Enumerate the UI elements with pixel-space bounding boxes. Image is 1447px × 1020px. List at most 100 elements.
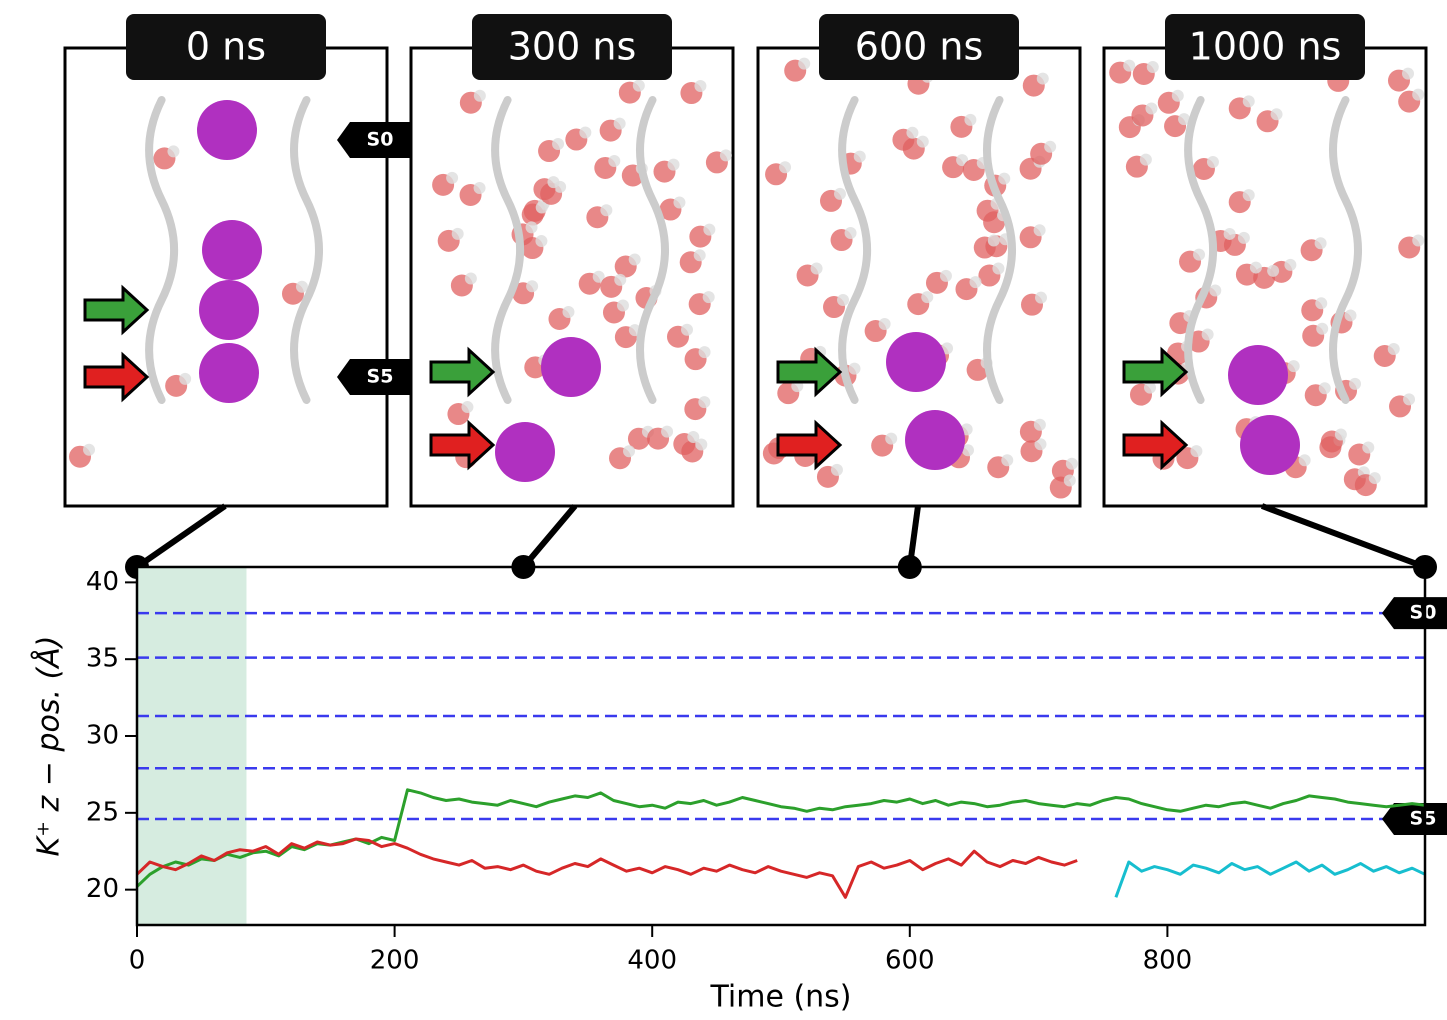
water-h	[1298, 454, 1311, 467]
water-h	[992, 262, 1005, 275]
water-h	[878, 318, 891, 331]
water-h	[1033, 224, 1046, 237]
water-h	[693, 249, 706, 262]
series-line	[1114, 860, 1426, 898]
water-h	[680, 323, 693, 336]
water-h	[167, 145, 180, 158]
arrow	[776, 346, 843, 398]
panel-title: 0 ns	[186, 25, 266, 69]
backbone	[838, 96, 871, 404]
water-h	[833, 187, 846, 200]
molecule	[432, 79, 732, 482]
connector	[521, 504, 578, 569]
water-h	[473, 182, 486, 195]
water-h	[916, 135, 929, 148]
water-h	[1401, 67, 1414, 80]
water-h	[941, 342, 954, 355]
y-axis-label: K⁺ z − pos. (Å)	[31, 635, 67, 856]
x-tick-label: 800	[1143, 946, 1193, 976]
water-h	[526, 280, 539, 293]
water-h	[1001, 454, 1014, 467]
water-h	[1146, 60, 1159, 73]
water-h	[83, 443, 96, 456]
water-h	[1063, 474, 1076, 487]
arrow	[1122, 419, 1189, 471]
backbone	[1184, 96, 1217, 404]
water-h	[1344, 309, 1357, 322]
water-h	[687, 431, 700, 444]
water-h	[961, 444, 974, 457]
water-h	[613, 117, 626, 130]
water-h	[179, 372, 192, 385]
panel-tab	[819, 14, 1019, 80]
water-h	[535, 235, 548, 248]
water-h	[616, 299, 629, 312]
panel-title: 1000 ns	[1189, 25, 1342, 69]
water-h	[667, 158, 680, 171]
water-h	[798, 57, 811, 70]
water-h	[1412, 88, 1425, 101]
water-h	[1270, 108, 1283, 121]
water-h	[1201, 328, 1214, 341]
k-ion	[202, 220, 262, 280]
water-h	[614, 273, 627, 286]
k-ion	[905, 410, 965, 470]
water-h	[1242, 189, 1255, 202]
molecule	[69, 96, 323, 468]
water-h	[969, 276, 982, 289]
x-axis-label: Time (ns)	[709, 980, 851, 1015]
x-tick-label: 200	[370, 946, 420, 976]
water-h	[632, 79, 645, 92]
y-tick-label: 40	[86, 567, 119, 597]
series-line	[135, 837, 1078, 899]
panel-title: 300 ns	[508, 25, 637, 69]
water-h	[592, 270, 605, 283]
water-h	[673, 196, 686, 209]
water-h	[844, 227, 857, 240]
water-h	[1033, 418, 1046, 431]
water-h	[1178, 113, 1191, 126]
k-ion	[199, 343, 259, 403]
water-h	[1362, 441, 1375, 454]
k-ion	[1228, 345, 1288, 405]
water-h	[1034, 438, 1047, 451]
water-h	[779, 161, 792, 174]
arrow	[429, 346, 496, 398]
panel-site-label: S5	[367, 366, 394, 388]
arrow	[83, 284, 150, 336]
water-h	[579, 126, 592, 139]
backbone	[636, 96, 669, 404]
plot: S0 S5 0 200 400 600 800 20 25 30 35 40	[86, 565, 1447, 976]
water-h	[964, 113, 977, 126]
water-h	[921, 291, 934, 304]
water-h	[1034, 291, 1047, 304]
water-h	[1315, 297, 1328, 310]
arrow	[1122, 346, 1189, 398]
water-h	[906, 126, 919, 139]
panel-title: 600 ns	[855, 25, 984, 69]
water-h	[830, 463, 843, 476]
backbone	[1329, 96, 1362, 404]
y-tick-label: 20	[86, 874, 119, 904]
k-ion	[495, 422, 555, 482]
water-h	[525, 221, 538, 234]
water-h	[810, 262, 823, 275]
arrow	[83, 351, 150, 403]
water-h	[1206, 156, 1219, 169]
water-h	[1044, 140, 1057, 153]
water-h	[547, 176, 560, 189]
water-h	[552, 138, 565, 151]
water-h	[535, 201, 548, 214]
backbone	[983, 96, 1016, 404]
water-h	[1036, 72, 1049, 85]
water-h	[702, 291, 715, 304]
panel-site-tag	[337, 122, 411, 158]
water-h	[1223, 227, 1236, 240]
water-h	[1318, 382, 1331, 395]
panel-site-tag	[337, 359, 411, 395]
site-tag	[1382, 597, 1447, 630]
water-h	[694, 80, 707, 93]
site-tag	[1382, 802, 1447, 835]
water-h	[1143, 381, 1156, 394]
